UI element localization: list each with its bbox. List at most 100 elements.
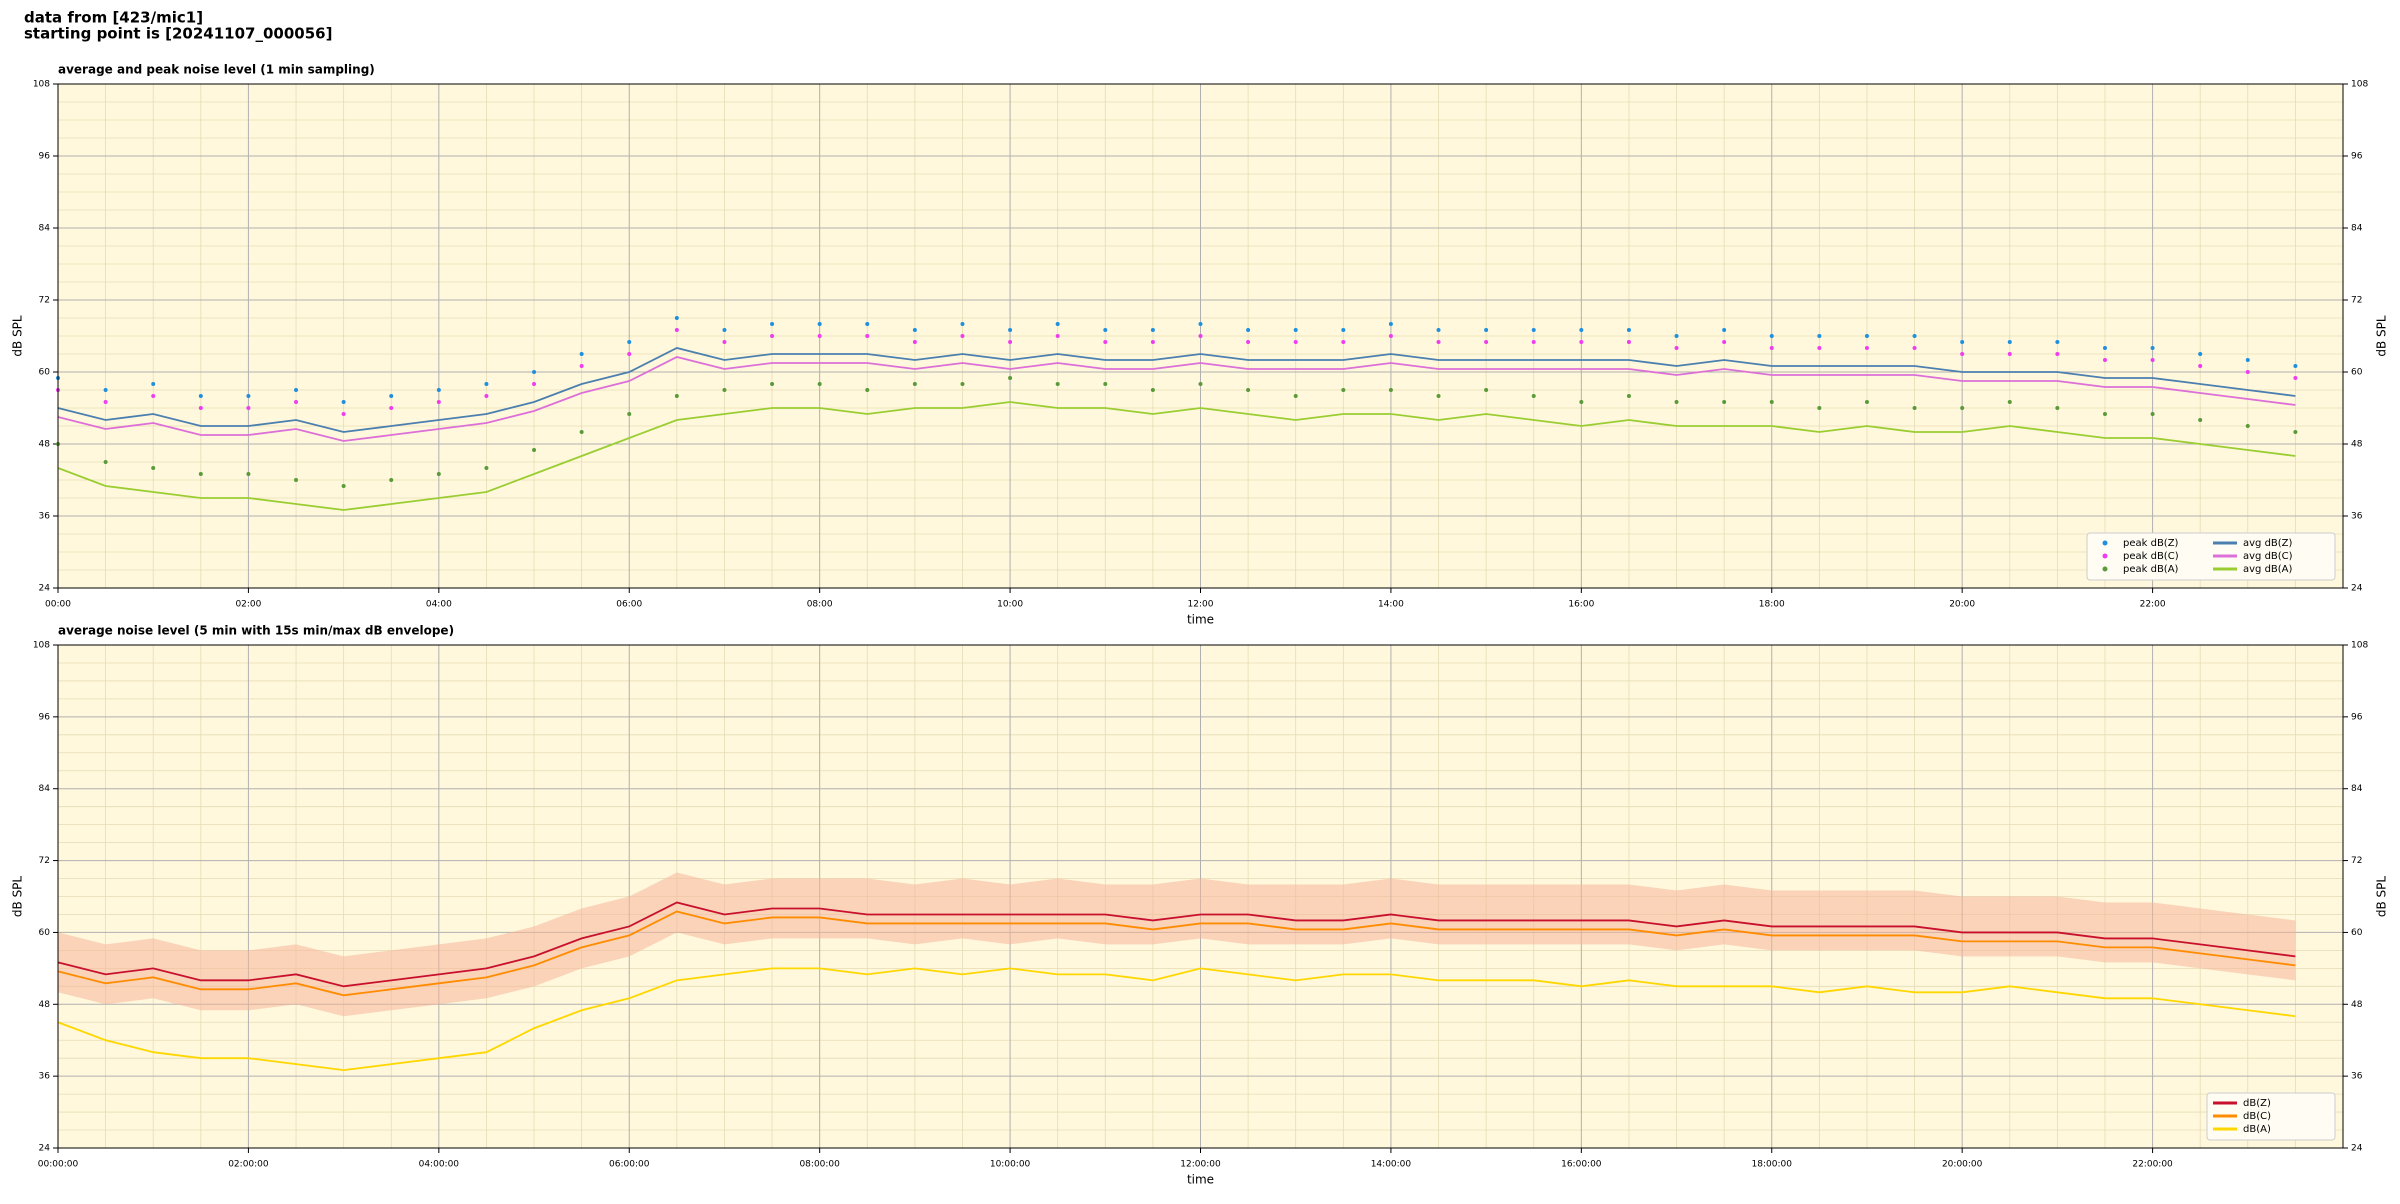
x-tick-label: 20:00: [1949, 600, 1975, 610]
legend-marker: [2102, 553, 2108, 559]
y2-tick-label: 60: [2351, 368, 2363, 378]
peak-point: [294, 388, 299, 392]
peak-point: [1769, 400, 1774, 404]
peak-point: [1293, 394, 1298, 398]
legend-box: [2206, 1092, 2336, 1141]
y-tick-label: 108: [33, 641, 50, 651]
y2-tick-label: 108: [2351, 80, 2368, 90]
y-axis-label: dB SPL: [11, 315, 25, 357]
peak-point: [579, 364, 584, 368]
peak-point: [436, 400, 441, 404]
y-tick-label: 36: [39, 1072, 51, 1082]
y-tick-label: 108: [33, 80, 50, 90]
legend-label: avg dB(C): [2243, 551, 2293, 562]
peak-point: [1008, 328, 1013, 332]
peak-point: [103, 388, 108, 392]
peak-point: [1150, 388, 1155, 392]
peak-point: [436, 388, 441, 392]
series-line: [57, 901, 2296, 988]
peak-point: [1626, 340, 1631, 344]
peak-point: [865, 322, 870, 326]
y2-tick-label: 96: [2351, 152, 2363, 162]
peak-point: [1864, 334, 1869, 338]
peak-point: [2198, 364, 2203, 368]
y2-tick-label: 84: [2351, 784, 2363, 794]
peak-point: [2293, 364, 2298, 368]
x-tick-label: 08:00: [807, 600, 833, 610]
peak-point: [960, 334, 965, 338]
peak-point: [912, 328, 917, 332]
chart-title: average noise level (5 min with 15s min/…: [58, 624, 454, 638]
peak-point: [1817, 334, 1822, 338]
peak-point: [1864, 400, 1869, 404]
y-tick-label: 84: [39, 224, 51, 234]
peak-point: [436, 472, 441, 476]
y2-tick-label: 36: [2351, 512, 2363, 522]
peak-point: [2007, 400, 2012, 404]
peak-point: [1055, 334, 1060, 338]
legend-box: [2086, 532, 2336, 581]
peak-point: [1341, 388, 1346, 392]
peak-point: [1674, 334, 1679, 338]
y-tick-label: 96: [39, 712, 51, 722]
peak-point: [151, 394, 156, 398]
x-tick-label: 10:00: [997, 600, 1023, 610]
y2-tick-label: 108: [2351, 641, 2368, 651]
peak-point: [1436, 394, 1441, 398]
peak-point: [770, 322, 775, 326]
peak-point: [1436, 340, 1441, 344]
peak-point: [198, 472, 203, 476]
peak-point: [865, 334, 870, 338]
peak-point: [1484, 328, 1489, 332]
peak-point: [1960, 406, 1965, 410]
peak-point: [103, 400, 108, 404]
peak-point: [1103, 328, 1108, 332]
peak-point: [1198, 334, 1203, 338]
y-tick-label: 24: [39, 584, 51, 594]
peak-point: [1579, 400, 1584, 404]
y-tick-label: 48: [39, 1000, 51, 1010]
x-tick-label: 16:00: [1568, 600, 1594, 610]
peak-point: [2293, 376, 2298, 380]
series-line: [57, 356, 2296, 442]
y-tick-label: 36: [39, 512, 51, 522]
peak-point: [1246, 388, 1251, 392]
x-tick-label: 02:00: [235, 600, 261, 610]
x-tick-label: 06:00:00: [609, 1160, 650, 1170]
peak-point: [1293, 340, 1298, 344]
y2-tick-label: 48: [2351, 440, 2363, 450]
y2-tick-label: 48: [2351, 1000, 2363, 1010]
peak-point: [2198, 352, 2203, 356]
peak-point: [1388, 334, 1393, 338]
peak-point: [2198, 418, 2203, 422]
peak-point: [1817, 406, 1822, 410]
peak-point: [1198, 382, 1203, 386]
peak-point: [1103, 382, 1108, 386]
peak-point: [817, 322, 822, 326]
series-line: [57, 910, 2296, 997]
peak-point: [294, 400, 299, 404]
x-tick-label: 22:00:00: [2132, 1160, 2173, 1170]
peak-point: [1198, 322, 1203, 326]
peak-point: [484, 394, 489, 398]
peak-point: [294, 478, 299, 482]
peak-point: [1436, 328, 1441, 332]
peak-point: [1388, 322, 1393, 326]
peak-point: [1341, 328, 1346, 332]
x-axis-label: time: [1187, 1173, 1214, 1187]
y2-axis-label: dB SPL: [2375, 876, 2389, 918]
peak-point: [674, 328, 679, 332]
peak-point: [627, 340, 632, 344]
peak-point: [2245, 370, 2250, 374]
peak-point: [912, 340, 917, 344]
peak-point: [1722, 340, 1727, 344]
peak-point: [579, 430, 584, 434]
peak-point: [1769, 346, 1774, 350]
peak-point: [1246, 340, 1251, 344]
peak-point: [1626, 394, 1631, 398]
y-tick-label: 48: [39, 440, 51, 450]
peak-point: [246, 472, 251, 476]
peak-point: [341, 400, 346, 404]
header-line: data from [423/mic1]: [24, 9, 203, 27]
